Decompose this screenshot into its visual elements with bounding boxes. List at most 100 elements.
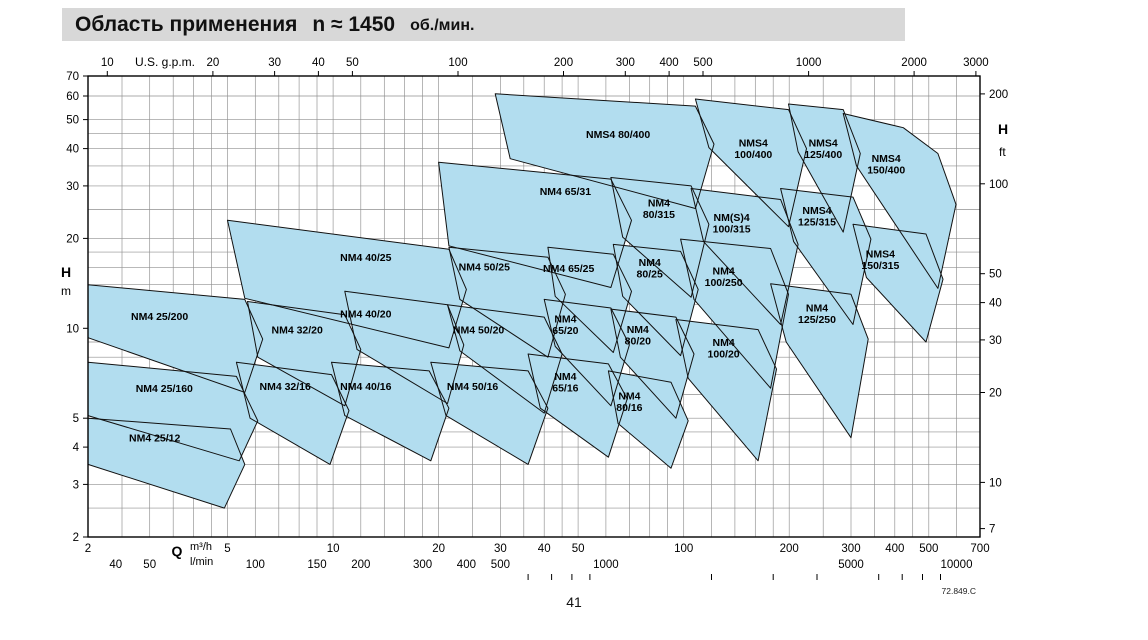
pump-region-label: NM4 40/25 xyxy=(340,252,392,264)
pump-region-label: NM4 32/16 xyxy=(260,381,312,393)
left-axis-tick-label: 3 xyxy=(73,479,79,491)
pump-region-outline xyxy=(227,219,467,349)
pump-region-label: NM4 50/20 xyxy=(453,324,505,336)
top-axis-tick-label: 100 xyxy=(448,57,467,69)
bottom-axis-lmin-label: 300 xyxy=(413,559,432,571)
pump-region xyxy=(88,362,258,461)
pump-region-label: NM4 40/16 xyxy=(340,381,392,393)
top-axis-title: U.S. g.p.m. xyxy=(135,55,195,69)
pump-region xyxy=(88,284,263,393)
pump-region-label: NM4 100/250 xyxy=(705,266,743,290)
pump-region-label: NM4 65/20 xyxy=(552,314,578,338)
left-axis-tick-label: 60 xyxy=(66,91,79,103)
pump-region-label: NM4 32/20 xyxy=(272,324,324,336)
pump-region-label: NMS4 150/315 xyxy=(861,249,899,273)
top-axis-tick-label: 300 xyxy=(616,57,635,69)
plot-frame xyxy=(87,75,981,538)
left-axis-tick-label: 30 xyxy=(66,181,79,193)
pump-region-outline xyxy=(780,188,872,325)
bottom-axis-lmin-label: 100 xyxy=(246,559,265,571)
bottom-axis-lmin-label: 400 xyxy=(457,559,476,571)
pump-region-outline xyxy=(680,238,789,389)
page-number: 41 xyxy=(566,594,582,610)
pump-region-outline xyxy=(612,243,699,357)
pump-region-outline xyxy=(247,301,362,407)
top-axis-tick-label: 400 xyxy=(660,57,679,69)
pump-region-outline xyxy=(448,246,566,358)
pump-region xyxy=(691,188,799,325)
pump-region-label: NM4 65/25 xyxy=(543,263,595,275)
pump-region-outline xyxy=(842,113,957,289)
bottom-axis-m3h-label: 20 xyxy=(432,543,445,555)
top-axis-tick-label: 2000 xyxy=(901,57,927,69)
pump-region-label: NM4 50/16 xyxy=(447,381,499,393)
left-axis-tick-label: 40 xyxy=(66,144,79,156)
pump-region-label: NM4 65/31 xyxy=(540,186,592,198)
top-axis-tick-label: 30 xyxy=(268,57,281,69)
speed-annotation: n ≈ 1450 xyxy=(312,12,396,36)
pump-region-label: NMS4 125/315 xyxy=(798,205,836,229)
axis-layer: 10 20 30 40 50 100 200 300 400 500 1000 2000 3000 U.S… xyxy=(61,55,1008,580)
pump-region-outline xyxy=(610,177,710,298)
pump-region-outline xyxy=(852,223,944,343)
pump-region xyxy=(610,177,709,298)
right-axis-tick-label: 10 xyxy=(989,477,1002,489)
right-axis-tick-label: 200 xyxy=(989,89,1008,101)
pump-region-outline xyxy=(770,283,869,439)
pump-region-outline xyxy=(331,361,450,462)
pump-region-outline xyxy=(543,298,630,407)
left-axis-tick-label: 10 xyxy=(66,323,79,335)
speed-unit: об./мин. xyxy=(410,17,475,34)
bottom-axis-m3h-label: 100 xyxy=(674,543,693,555)
pump-region xyxy=(695,99,807,227)
bottom-axis-m3h-label: 400 xyxy=(885,543,904,555)
right-axis-title: H xyxy=(998,121,1008,137)
top-axis-tick-label: 40 xyxy=(312,57,325,69)
pump-region-outline xyxy=(547,246,632,353)
bottom-axis-lmin-label: 1000 xyxy=(593,559,619,571)
pump-regions-outline-layer xyxy=(87,93,957,509)
pump-region xyxy=(788,104,861,233)
bottom-axis-m3h-label: 30 xyxy=(494,543,507,555)
bottom-axis-title: Q xyxy=(172,543,183,559)
bottom-axis-lmin-label: 500 xyxy=(491,559,510,571)
pump-region xyxy=(227,220,467,348)
pump-region-label: NMS4 125/400 xyxy=(804,138,842,162)
bottom-axis-lmin-label: 50 xyxy=(143,559,156,571)
left-axis-tick-label: 5 xyxy=(73,413,79,425)
right-axis-tick-label: 7 xyxy=(989,524,995,536)
pump-region-outline xyxy=(694,98,807,228)
top-axis-tick-label: 500 xyxy=(693,57,712,69)
bottom-axis-m3h-label: 10 xyxy=(327,543,340,555)
pump-region-label: NM4 25/200 xyxy=(131,311,188,323)
pump-region xyxy=(495,93,714,209)
top-axis-tick-label: 3000 xyxy=(963,57,989,69)
bottom-axis-lmin-label: 10000 xyxy=(941,559,973,571)
pump-region-label: NM4 125/250 xyxy=(798,303,836,327)
pump-region-outline xyxy=(494,93,715,209)
bottom-axis-unit-lmin: l/min xyxy=(190,556,213,568)
pump-region-outline xyxy=(430,361,549,465)
pump-region-outline xyxy=(675,319,777,462)
pump-region xyxy=(843,113,956,289)
pump-region-label: NMS4 80/400 xyxy=(586,129,650,141)
title-bar: Область применения n ≈ 1450 об./мин. xyxy=(62,8,905,41)
pump-region-outline xyxy=(788,103,861,233)
pump-region-label: NM4 80/16 xyxy=(616,390,642,414)
pump-region-label: NM4 25/160 xyxy=(136,383,193,395)
right-axis-tick-label: 20 xyxy=(989,388,1002,400)
bottom-axis-m3h-label: 500 xyxy=(919,543,938,555)
pump-region-label: NM4 80/25 xyxy=(637,257,663,281)
top-axis-tick-label: 200 xyxy=(554,57,573,69)
bottom-axis-lmin-label: 200 xyxy=(351,559,370,571)
pump-regions-fill-layer xyxy=(88,93,956,509)
pump-region xyxy=(448,247,566,358)
top-axis-tick-label: 1000 xyxy=(796,57,822,69)
left-axis-tick-label: 50 xyxy=(66,115,79,127)
pump-region-outline xyxy=(438,161,632,288)
pump-region-outline xyxy=(610,308,695,419)
bottom-axis-m3h-label: 50 xyxy=(572,543,585,555)
pump-region-outline xyxy=(607,370,689,469)
